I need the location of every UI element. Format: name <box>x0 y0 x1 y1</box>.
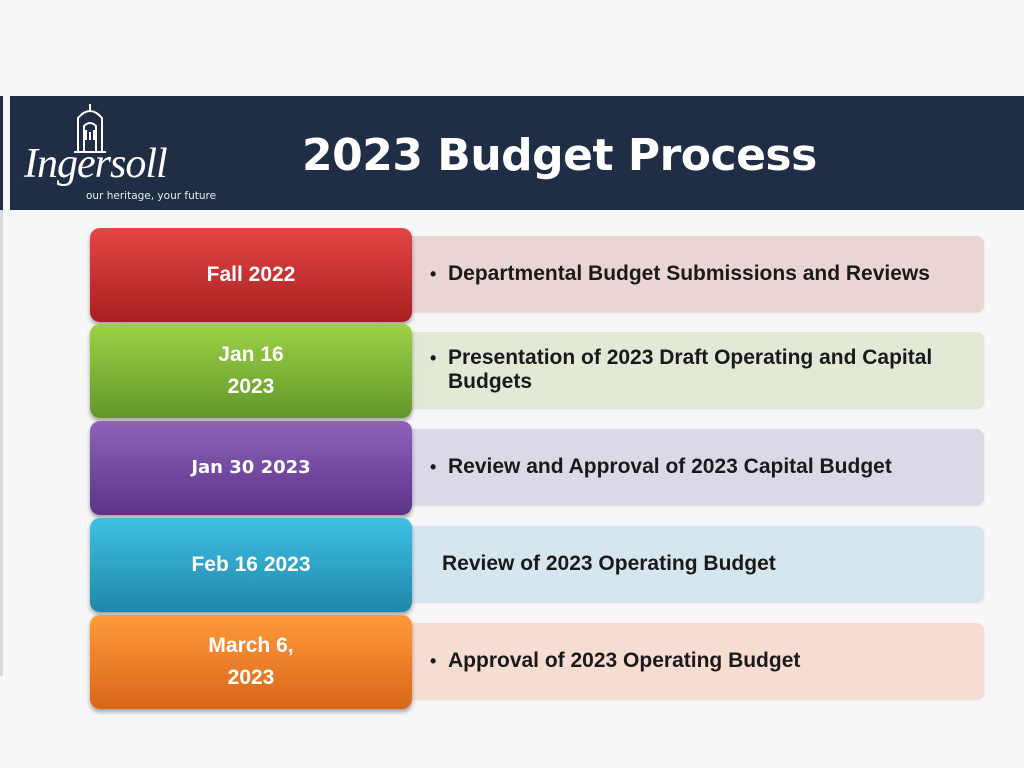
detail-text: Review and Approval of 2023 Capital Budg… <box>448 455 892 478</box>
bullet-glyph: • <box>430 348 437 368</box>
detail-panel: • Review and Approval of 2023 Capital Bu… <box>400 429 984 505</box>
bullet-glyph: • <box>430 651 437 671</box>
bullet-item: • Departmental Budget Submissions and Re… <box>400 262 930 286</box>
date-box: March 6, 2023 <box>90 615 412 709</box>
page-title: 2023 Budget Process <box>302 130 817 181</box>
date-line: March 6, <box>208 634 294 657</box>
date-line: Jan 16 <box>218 343 284 366</box>
bullet-item: • Presentation of 2023 Draft Operating a… <box>400 346 984 394</box>
date-line: Feb 16 2023 <box>191 553 311 576</box>
timeline-row-jan-16: Jan 16 2023 • Presentation of 2023 Draft… <box>90 324 986 418</box>
detail-panel: • Departmental Budget Submissions and Re… <box>400 236 984 312</box>
left-rule <box>0 96 3 676</box>
bullet-item: • Review and Approval of 2023 Capital Bu… <box>400 455 892 479</box>
bullet-glyph: • <box>430 457 437 477</box>
date-line: Fall 2022 <box>206 263 296 286</box>
date-box: Feb 16 2023 <box>90 518 412 612</box>
bullet-glyph: • <box>430 264 437 284</box>
timeline-row-feb-16: Feb 16 2023 Review of 2023 Operating Bud… <box>90 518 986 612</box>
detail-text: Review of 2023 Operating Budget <box>442 552 776 575</box>
date-box: Jan 30 2023 <box>90 421 412 515</box>
logo-tagline: our heritage, your future <box>86 190 217 202</box>
date-line: 2023 <box>227 666 275 689</box>
detail-text: Approval of 2023 Operating Budget <box>448 649 801 672</box>
date-line: 2023 <box>227 375 275 398</box>
title-bar <box>10 96 1024 210</box>
detail-text: Departmental Budget Submissions and Revi… <box>448 262 930 285</box>
timeline-row-jan-30: Jan 30 2023 • Review and Approval of 202… <box>90 421 986 515</box>
clock-tower-icon <box>74 104 106 153</box>
timeline-row-march-6: March 6, 2023 • Approval of 2023 Operati… <box>90 615 986 709</box>
detail-panel: • Presentation of 2023 Draft Operating a… <box>400 332 984 408</box>
date-box: Fall 2022 <box>90 228 412 322</box>
detail-text: Presentation of 2023 Draft Operating and… <box>448 346 933 393</box>
logo-wordmark: Ingersoll <box>24 141 168 187</box>
logo: Ingersoll our heritage, your future <box>20 100 220 208</box>
date-box: Jan 16 2023 <box>90 324 412 418</box>
timeline-row-fall-2022: Fall 2022 • Departmental Budget Submissi… <box>90 228 986 322</box>
date-line: Jan 30 2023 <box>191 457 311 478</box>
detail-panel: • Approval of 2023 Operating Budget <box>400 623 984 699</box>
bullet-item: • Approval of 2023 Operating Budget <box>400 649 800 673</box>
detail-panel: Review of 2023 Operating Budget <box>400 526 984 602</box>
